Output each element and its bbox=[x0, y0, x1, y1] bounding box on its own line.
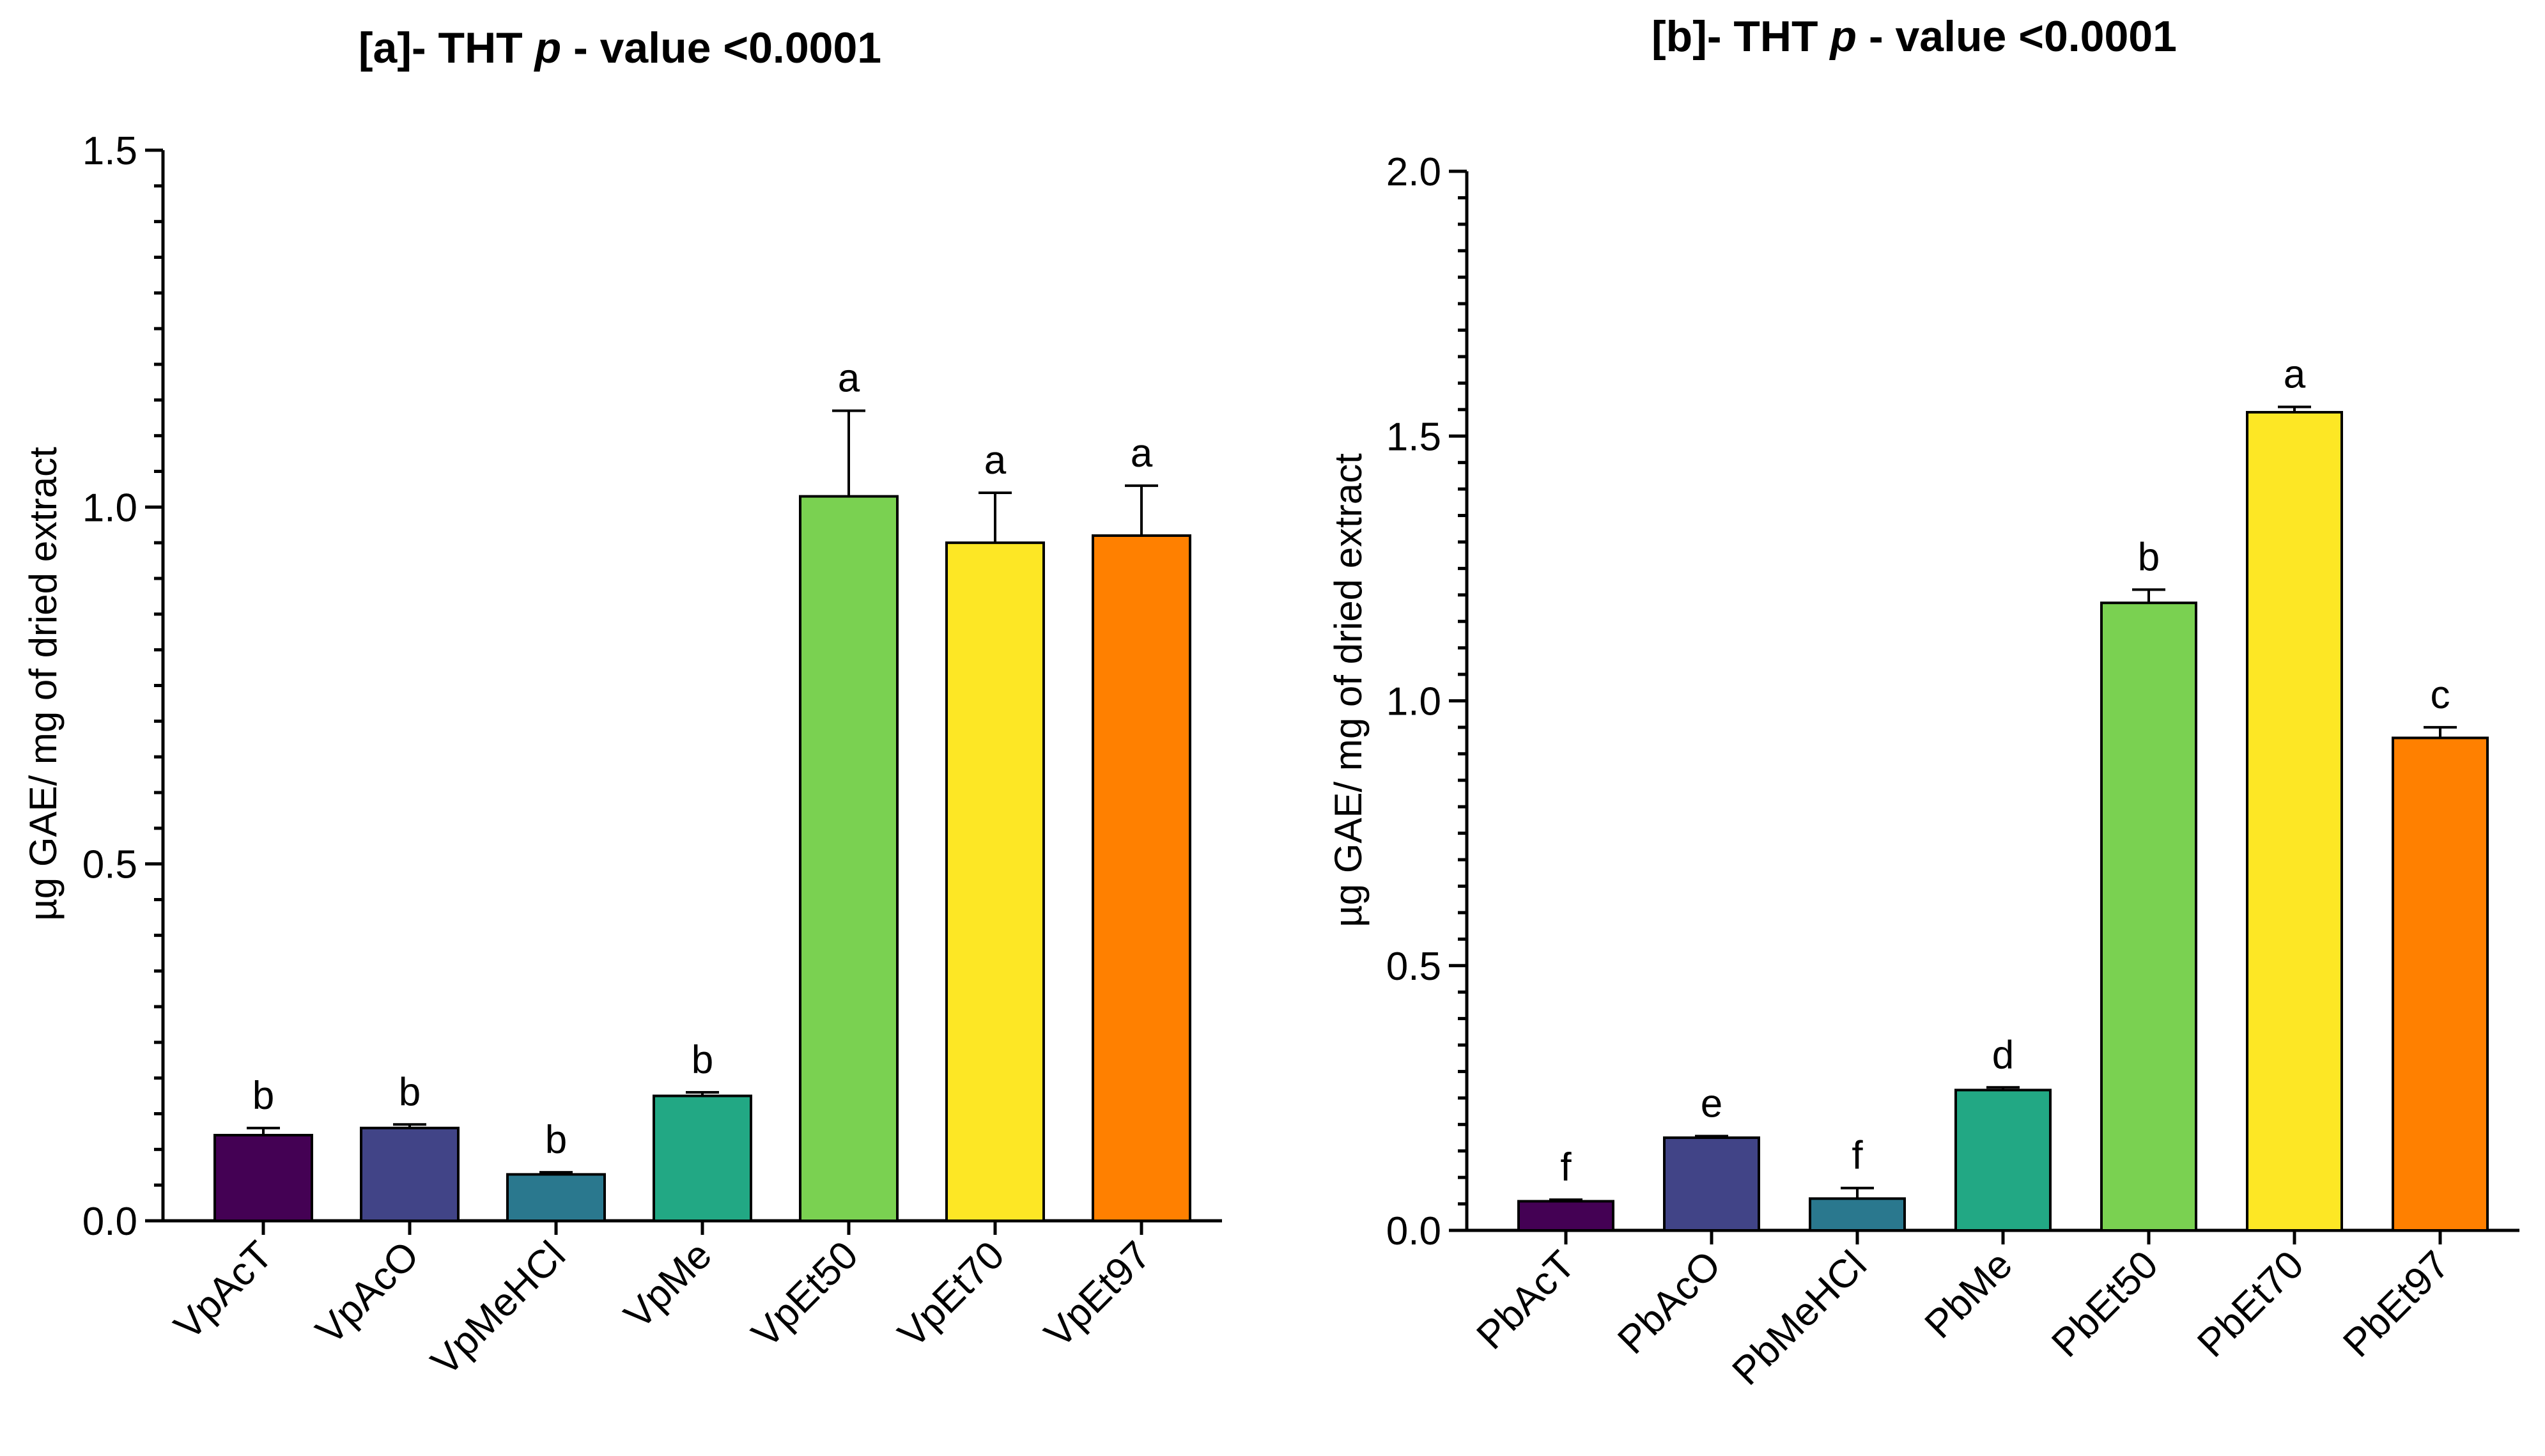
chart-a-sig-letter-VpEt50: a bbox=[838, 357, 860, 401]
chart-a-bar-VpEt50 bbox=[799, 495, 899, 1222]
chart-b-sig-letter-PbEt97: c bbox=[2431, 673, 2450, 717]
chart-a-bar-VpMe bbox=[653, 1094, 752, 1223]
chart-a-category-label-VpEt97: VpEt97 bbox=[1036, 1233, 1159, 1356]
chart-b-sig-letter-PbEt70: a bbox=[2284, 353, 2306, 397]
chart-b-y-axis-label: µg GAE/ mg of dried extract bbox=[1327, 453, 1370, 927]
chart-panel-a: [a]- THT p - value <0.0001 µg GAE/ mg of… bbox=[22, 24, 1222, 1384]
chart-a-category-label-VpAcO: VpAcO bbox=[307, 1233, 428, 1353]
chart-a-sig-letter-VpEt70: a bbox=[984, 438, 1007, 483]
chart-a-y-tick-label: 1.5 bbox=[82, 129, 137, 173]
chart-a-y-tick-label: 0.0 bbox=[82, 1200, 137, 1244]
chart-b-title: [b]- THT p - value <0.0001 bbox=[1652, 12, 2177, 61]
chart-a-y-tick-label: 0.5 bbox=[82, 843, 137, 887]
chart-b-plot-area: 0.0 0.5 1.0 1.5 2.0 f PbAcT e PbAcO f PbMeHCl d PbMe… bbox=[1386, 150, 2519, 1393]
chart-b-sig-letter-PbMe: d bbox=[1992, 1033, 2014, 1077]
chart-b-category-label-PbEt50: PbEt50 bbox=[2043, 1243, 2167, 1366]
chart-a-y-axis-label: µg GAE/ mg of dried extract bbox=[22, 447, 65, 921]
chart-b-bar-PbEt97 bbox=[2392, 736, 2489, 1232]
chart-a-plot-area: 0.0 0.5 1.0 1.5 b VpAcT b VpAcO b VpMeHCl b VpMe a Vp… bbox=[82, 129, 1222, 1384]
chart-b-y-tick-label: 0.5 bbox=[1386, 945, 1441, 989]
chart-a-category-label-VpEt50: VpEt50 bbox=[743, 1233, 867, 1356]
chart-b-y-tick-label: 1.5 bbox=[1386, 415, 1441, 459]
chart-b-category-label-PbAcO: PbAcO bbox=[1609, 1243, 1729, 1363]
chart-a-bar-VpAcO bbox=[360, 1126, 460, 1223]
chart-b-y-tick-label: 1.0 bbox=[1386, 680, 1441, 724]
chart-b-bar-PbMeHCl bbox=[1809, 1197, 1906, 1232]
chart-a-category-label-VpMe: VpMe bbox=[616, 1233, 720, 1337]
chart-a-sig-letter-VpMe: b bbox=[692, 1038, 713, 1082]
chart-a-bar-VpEt97 bbox=[1092, 534, 1191, 1222]
chart-b-category-label-PbAcT: PbAcT bbox=[1469, 1243, 1584, 1358]
chart-a-y-tick-label: 1.0 bbox=[82, 486, 137, 530]
chart-b-sig-letter-PbAcO: e bbox=[1701, 1082, 1722, 1126]
chart-b-sig-letter-PbMeHCl: f bbox=[1852, 1134, 1863, 1178]
chart-b-bar-PbEt70 bbox=[2246, 410, 2343, 1232]
chart-a-bar-VpMeHCl bbox=[506, 1173, 606, 1222]
chart-b-y-tick-label: 2.0 bbox=[1386, 150, 1441, 194]
chart-a-sig-letter-VpAcT: b bbox=[252, 1074, 274, 1118]
chart-b-bar-PbEt50 bbox=[2100, 601, 2197, 1232]
chart-b-bar-PbAcT bbox=[1517, 1200, 1614, 1232]
chart-a-sig-letter-VpMeHCl: b bbox=[545, 1118, 567, 1162]
chart-b-category-label-PbEt97: PbEt97 bbox=[2335, 1243, 2458, 1366]
chart-a-sig-letter-VpAcO: b bbox=[399, 1070, 421, 1114]
chart-b-sig-letter-PbEt50: b bbox=[2138, 536, 2160, 580]
chart-b-sig-letter-PbAcT: f bbox=[1560, 1145, 1572, 1189]
chart-a-category-label-VpMeHCl: VpMeHCl bbox=[423, 1233, 574, 1384]
chart-b-category-label-PbMe: PbMe bbox=[1917, 1243, 2021, 1347]
chart-b-bar-PbAcO bbox=[1663, 1136, 1760, 1232]
chart-b-category-label-PbEt70: PbEt70 bbox=[2189, 1243, 2312, 1366]
chart-a-bar-VpAcT bbox=[213, 1134, 313, 1222]
chart-b-category-label-PbMeHCl: PbMeHCl bbox=[1724, 1243, 1875, 1393]
chart-a-category-label-VpAcT: VpAcT bbox=[166, 1233, 281, 1348]
chart-a-category-label-VpEt70: VpEt70 bbox=[890, 1233, 1013, 1356]
chart-b-y-tick-label: 0.0 bbox=[1386, 1209, 1441, 1253]
chart-panel-b: [b]- THT p - value <0.0001 µg GAE/ mg of… bbox=[1327, 12, 2519, 1393]
chart-a-bar-VpEt70 bbox=[945, 541, 1045, 1223]
chart-a-sig-letter-VpEt97: a bbox=[1131, 431, 1153, 476]
chart-b-bar-PbMe bbox=[1954, 1088, 2052, 1232]
chart-a-title: [a]- THT p - value <0.0001 bbox=[359, 24, 881, 72]
